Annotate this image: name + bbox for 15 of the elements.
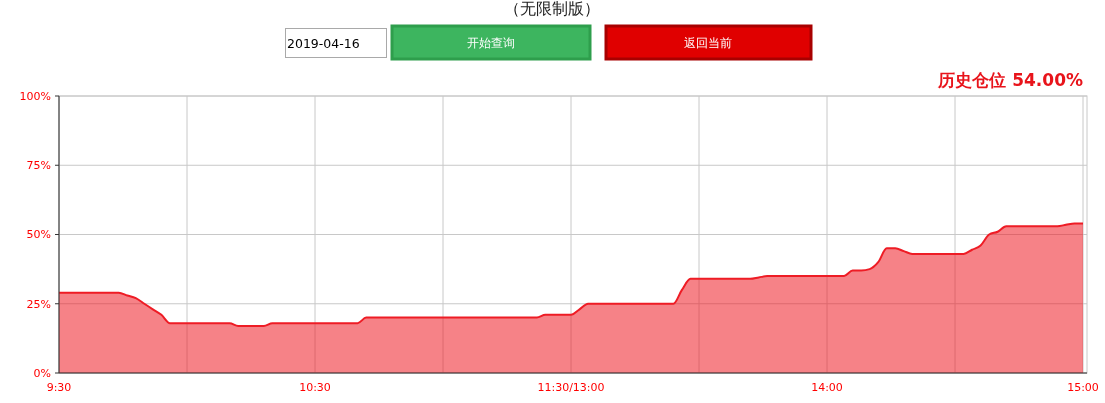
x-tick-label: 10:30 bbox=[299, 381, 331, 394]
date-field: 2019-04-16 bbox=[285, 28, 387, 58]
y-tick-label: 50% bbox=[26, 228, 51, 242]
x-tick-label: 11:30/13:00 bbox=[537, 381, 605, 394]
y-tick-label: 0% bbox=[33, 366, 51, 380]
y-tick-label: 100% bbox=[19, 89, 51, 103]
query-button: 开始查询 bbox=[390, 24, 592, 61]
y-tick-label: 25% bbox=[26, 297, 51, 311]
chart-title: （无限制版） bbox=[504, 0, 600, 18]
x-tick-label: 9:30 bbox=[46, 381, 72, 394]
return-button: 返回当前 bbox=[604, 24, 813, 61]
y-tick-label: 75% bbox=[26, 159, 51, 173]
x-tick-label: 14:00 bbox=[811, 381, 843, 394]
x-tick-label: 15:00 bbox=[1067, 381, 1099, 394]
text: 历史仓位 54.00% bbox=[937, 70, 1083, 90]
